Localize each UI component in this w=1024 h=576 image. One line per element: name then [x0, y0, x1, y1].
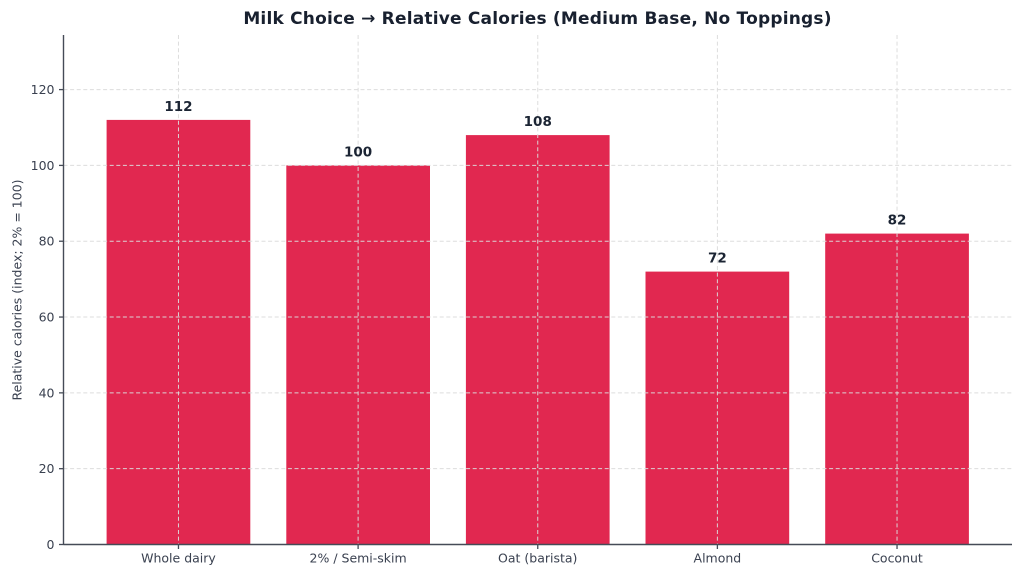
- x-tick-label: Almond: [694, 551, 742, 566]
- bar-value-label: 100: [344, 144, 372, 160]
- y-tick-label: 0: [47, 537, 55, 552]
- x-tick-label: Coconut: [871, 551, 923, 566]
- y-tick-label: 20: [39, 461, 55, 476]
- y-tick-label: 40: [39, 385, 55, 400]
- x-tick-label: 2% / Semi-skim: [310, 551, 407, 566]
- y-tick-label: 100: [31, 158, 55, 173]
- bar-value-label: 72: [708, 251, 727, 267]
- bar-value-label: 108: [524, 114, 552, 130]
- bar-value-label: 82: [888, 213, 907, 229]
- y-tick-label: 80: [39, 234, 55, 249]
- y-tick-label: 60: [39, 309, 55, 324]
- x-tick-label: Whole dairy: [141, 551, 216, 566]
- x-tick-label: Oat (barista): [498, 551, 577, 566]
- y-axis-label: Relative calories (index; 2% = 100): [9, 179, 25, 401]
- y-tick-label: 120: [31, 82, 55, 97]
- bar-value-label: 112: [164, 99, 192, 115]
- chart-title: Milk Choice → Relative Calories (Medium …: [243, 9, 832, 29]
